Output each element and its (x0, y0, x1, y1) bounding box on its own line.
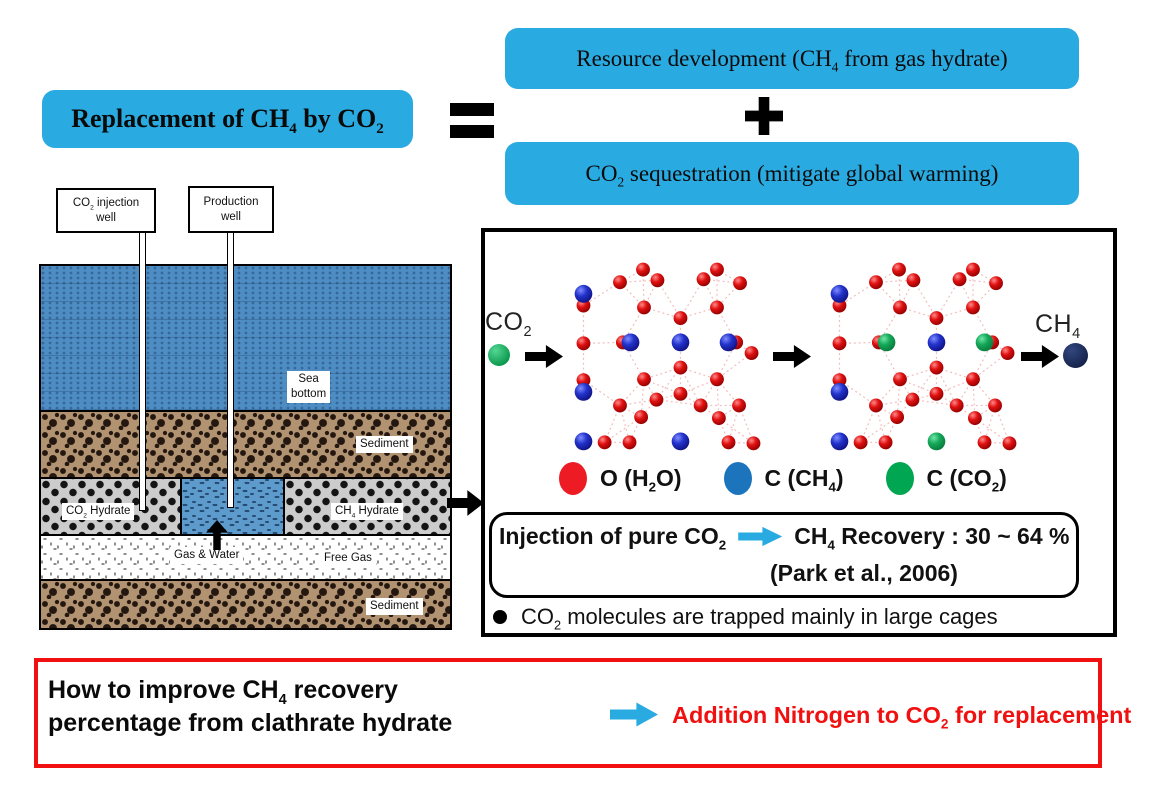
sea-bottom-line2: bottom (291, 387, 327, 400)
bullet-icon (493, 610, 507, 624)
finding-premise: Injection of pure CO2 (499, 523, 727, 553)
molecular-mechanism-box: CO2 CH4 O (H2O) C (CH4) C (CO (481, 228, 1117, 637)
finding-result: CH4 Recovery : 30 ~ 64 % (794, 523, 1070, 553)
lower-sediment-label: Sediment (366, 598, 423, 615)
co2-injection-well-line1: CO2 injection (72, 197, 140, 212)
production-well-label: Production well (188, 186, 274, 233)
cage-note-text: CO2 molecules are trapped mainly in larg… (521, 604, 998, 633)
legend-water-label: O (H2O) (600, 465, 682, 495)
resource-development-label: Resource development (CH4 from gas hydra… (576, 45, 1008, 75)
sea-bottom-line1: Sea (298, 373, 319, 385)
ch4-carbon-swatch-icon (723, 462, 752, 495)
upper-sediment-label: Sediment (356, 436, 413, 453)
co2-injection-well-line2: well (96, 211, 116, 224)
production-well-line2: well (221, 210, 241, 223)
sea-bottom-label: Sea bottom (287, 371, 331, 403)
molecule-legend: O (H2O) C (CH4) C (CO2) (559, 462, 1035, 495)
cage-note-row: CO2 molecules are trapped mainly in larg… (493, 604, 998, 633)
resource-development-box: Resource development (CH4 from gas hydra… (505, 28, 1079, 89)
legend-item-ch4: C (CH4) (723, 462, 844, 495)
conclusion-arrow-icon (610, 702, 658, 727)
co2-sequestration-label: CO2 sequestration (mitigate global warmi… (585, 160, 999, 190)
plus-icon (745, 97, 783, 135)
reaction-arrow-2-icon (773, 345, 811, 368)
ch4-hydrate-label: CH4 Hydrate (331, 503, 403, 520)
finding-citation: (Park et al., 2006) (770, 560, 958, 586)
hydrate-lattice-before (571, 256, 765, 454)
production-well-line1: Production (203, 196, 259, 209)
legend-ch4-label: C (CH4) (764, 465, 844, 495)
free-gas-label: Free Gas (320, 550, 376, 567)
production-well-pipe (227, 229, 234, 508)
title-box: Replacement of CH4 by CO2 (42, 90, 413, 148)
recovery-finding-box: Injection of pure CO2 CH4 Recovery : 30 … (489, 512, 1079, 598)
ch4-hydrate-zone (285, 479, 450, 534)
co2-sequestration-box: CO2 sequestration (mitigate global warmi… (505, 142, 1079, 205)
conclusion-question: How to improve CH4 recovery percentage f… (48, 674, 452, 739)
co2-molecule-icon (488, 344, 510, 366)
page-title: Replacement of CH4 by CO2 (71, 104, 384, 138)
water-oxygen-swatch-icon (559, 462, 587, 495)
ch4-molecule-icon (1063, 343, 1088, 368)
equals-icon (450, 103, 494, 138)
co2-injection-well-pipe (139, 229, 146, 511)
hydrate-lattice-after (827, 256, 1021, 454)
conclusion-answer: Addition Nitrogen to CO2 for replacement (672, 702, 1132, 732)
legend-item-co2: C (CO2) (885, 462, 1007, 495)
co2-hydrate-label: CO2 Hydrate (62, 503, 135, 520)
ch4-product-label: CH4 (1035, 310, 1081, 342)
equals-bar-bottom (450, 125, 494, 138)
co2-carbon-swatch-icon (885, 462, 914, 495)
gas-and-water-label: Gas & Water (170, 547, 244, 564)
seafloor-cross-section (39, 264, 452, 630)
diagram-to-molecular-arrow-icon (447, 490, 484, 516)
reaction-arrow-1-icon (525, 345, 563, 368)
legend-co2-label: C (CO2) (926, 465, 1007, 495)
implies-arrow-icon (738, 526, 783, 547)
free-gas-layer (41, 534, 450, 579)
legend-item-water: O (H2O) (559, 462, 682, 495)
equals-bar-top (450, 103, 494, 116)
co2-feed-label: CO2 (485, 308, 533, 340)
reaction-arrow-3-icon (1021, 345, 1059, 368)
conclusion-question-line2: percentage from clathrate hydrate (48, 708, 453, 737)
recovery-finding-row: Injection of pure CO2 CH4 Recovery : 30 … (499, 523, 1070, 553)
co2-injection-well-label: CO2 injection well (56, 188, 156, 233)
conclusion-box: How to improve CH4 recovery percentage f… (34, 658, 1131, 768)
sea-water-layer (41, 266, 450, 410)
conclusion-question-line1: How to improve CH4 recovery (48, 676, 398, 708)
